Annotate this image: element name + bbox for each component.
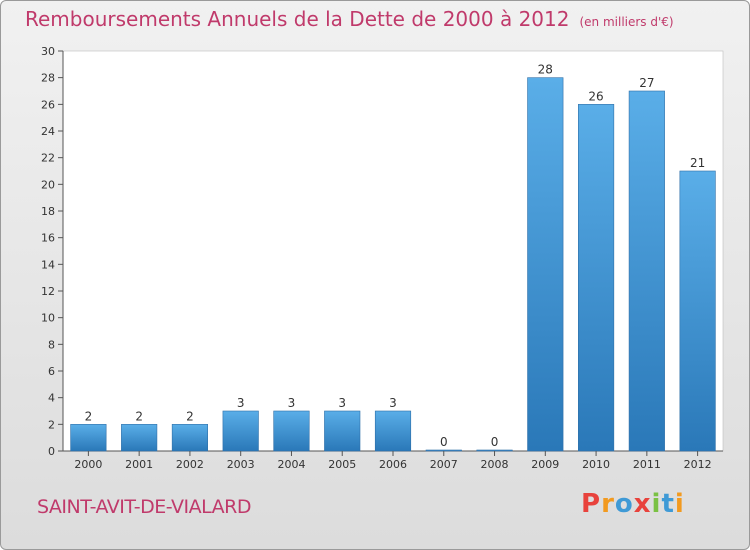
bar-2003: [222, 410, 259, 452]
y-tick-label: 20: [41, 178, 55, 191]
x-tick-label-2010: 2010: [582, 458, 610, 471]
y-tick-label: 2: [48, 418, 55, 431]
bar-2004: [273, 410, 310, 452]
value-label-2003: 3: [237, 396, 245, 410]
logo-letter: x: [633, 489, 652, 519]
plot-area: [62, 50, 724, 452]
value-label-2002: 2: [186, 409, 194, 423]
bar-2002: [171, 424, 208, 452]
bar-2008: [476, 449, 513, 452]
bar-2001: [121, 424, 158, 452]
value-label-2001: 2: [135, 409, 143, 423]
value-label-2011: 27: [639, 76, 654, 90]
x-tick-label-2008: 2008: [481, 458, 509, 471]
x-tick-label-2000: 2000: [74, 458, 102, 471]
y-tick-label: 30: [41, 45, 55, 58]
bar-2007: [425, 449, 462, 452]
x-tick-label-2003: 2003: [227, 458, 255, 471]
chart-subtitle: (en milliers d'€): [579, 15, 674, 29]
y-tick-label: 8: [48, 338, 55, 351]
logo-letter: i: [674, 489, 685, 519]
y-tick-label: 12: [41, 285, 55, 298]
value-label-2008: 0: [491, 435, 499, 449]
y-tick-label: 0: [48, 445, 55, 458]
x-tick-label-2006: 2006: [379, 458, 407, 471]
value-label-2004: 3: [288, 396, 296, 410]
x-tick-label-2011: 2011: [633, 458, 661, 471]
logo-letter: r: [601, 489, 615, 519]
chart-title-text: Remboursements Annuels de la Dette de 20…: [25, 7, 570, 31]
y-tick-label: 16: [41, 232, 55, 245]
y-tick-label: 28: [41, 72, 55, 85]
proxiti-logo: Proxiti: [581, 489, 685, 519]
y-tick-label: 18: [41, 205, 55, 218]
x-tick-label-2007: 2007: [430, 458, 458, 471]
y-tick-label: 22: [41, 152, 55, 165]
y-tick-label: 14: [41, 258, 55, 271]
value-label-2006: 3: [389, 396, 397, 410]
bar-2009: [527, 77, 564, 452]
x-tick-label-2001: 2001: [125, 458, 153, 471]
bar-2006: [374, 410, 412, 452]
x-tick-label-2004: 2004: [277, 458, 305, 471]
value-label-2000: 2: [85, 409, 93, 423]
x-tick-label-2009: 2009: [531, 458, 559, 471]
y-tick-label: 6: [48, 365, 55, 378]
bar-2011: [628, 90, 665, 452]
logo-letter: o: [614, 489, 634, 519]
y-tick-label: 4: [48, 392, 55, 405]
value-label-2012: 21: [690, 156, 705, 170]
y-tick-label: 24: [41, 125, 55, 138]
bar-2010: [578, 104, 615, 452]
x-tick-label-2002: 2002: [176, 458, 204, 471]
chart-title: Remboursements Annuels de la Dette de 20…: [25, 7, 674, 31]
commune-name: SAINT-AVIT-DE-VIALARD: [37, 496, 251, 518]
x-tick-label-2012: 2012: [684, 458, 712, 471]
value-label-2010: 26: [588, 89, 603, 103]
logo-letter: P: [581, 489, 602, 519]
y-tick-label: 10: [41, 312, 55, 325]
value-label-2005: 3: [338, 396, 346, 410]
y-tick-label: 26: [41, 98, 55, 111]
logo-letter: i: [651, 489, 662, 519]
value-label-2009: 28: [538, 63, 553, 77]
logo-letter: t: [661, 489, 675, 519]
value-label-2007: 0: [440, 435, 448, 449]
bar-2000: [70, 424, 107, 452]
bar-2005: [324, 410, 361, 452]
bar-2012: [679, 170, 716, 452]
x-tick-label-2005: 2005: [328, 458, 356, 471]
